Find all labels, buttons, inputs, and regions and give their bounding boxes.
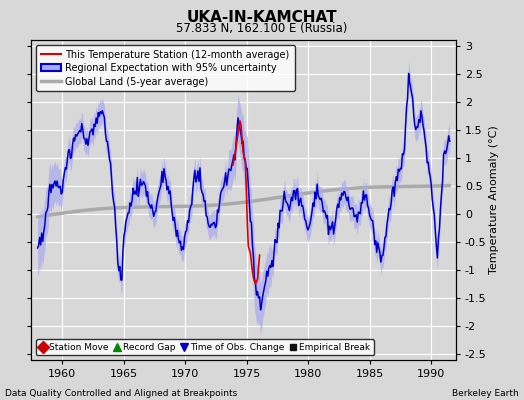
Text: 57.833 N, 162.100 E (Russia): 57.833 N, 162.100 E (Russia) bbox=[176, 22, 348, 35]
Text: UKA-IN-KAMCHAT: UKA-IN-KAMCHAT bbox=[187, 10, 337, 25]
Y-axis label: Temperature Anomaly (°C): Temperature Anomaly (°C) bbox=[489, 126, 499, 274]
Legend: Station Move, Record Gap, Time of Obs. Change, Empirical Break: Station Move, Record Gap, Time of Obs. C… bbox=[36, 339, 374, 356]
Text: Data Quality Controlled and Aligned at Breakpoints: Data Quality Controlled and Aligned at B… bbox=[5, 389, 237, 398]
Text: Berkeley Earth: Berkeley Earth bbox=[452, 389, 519, 398]
